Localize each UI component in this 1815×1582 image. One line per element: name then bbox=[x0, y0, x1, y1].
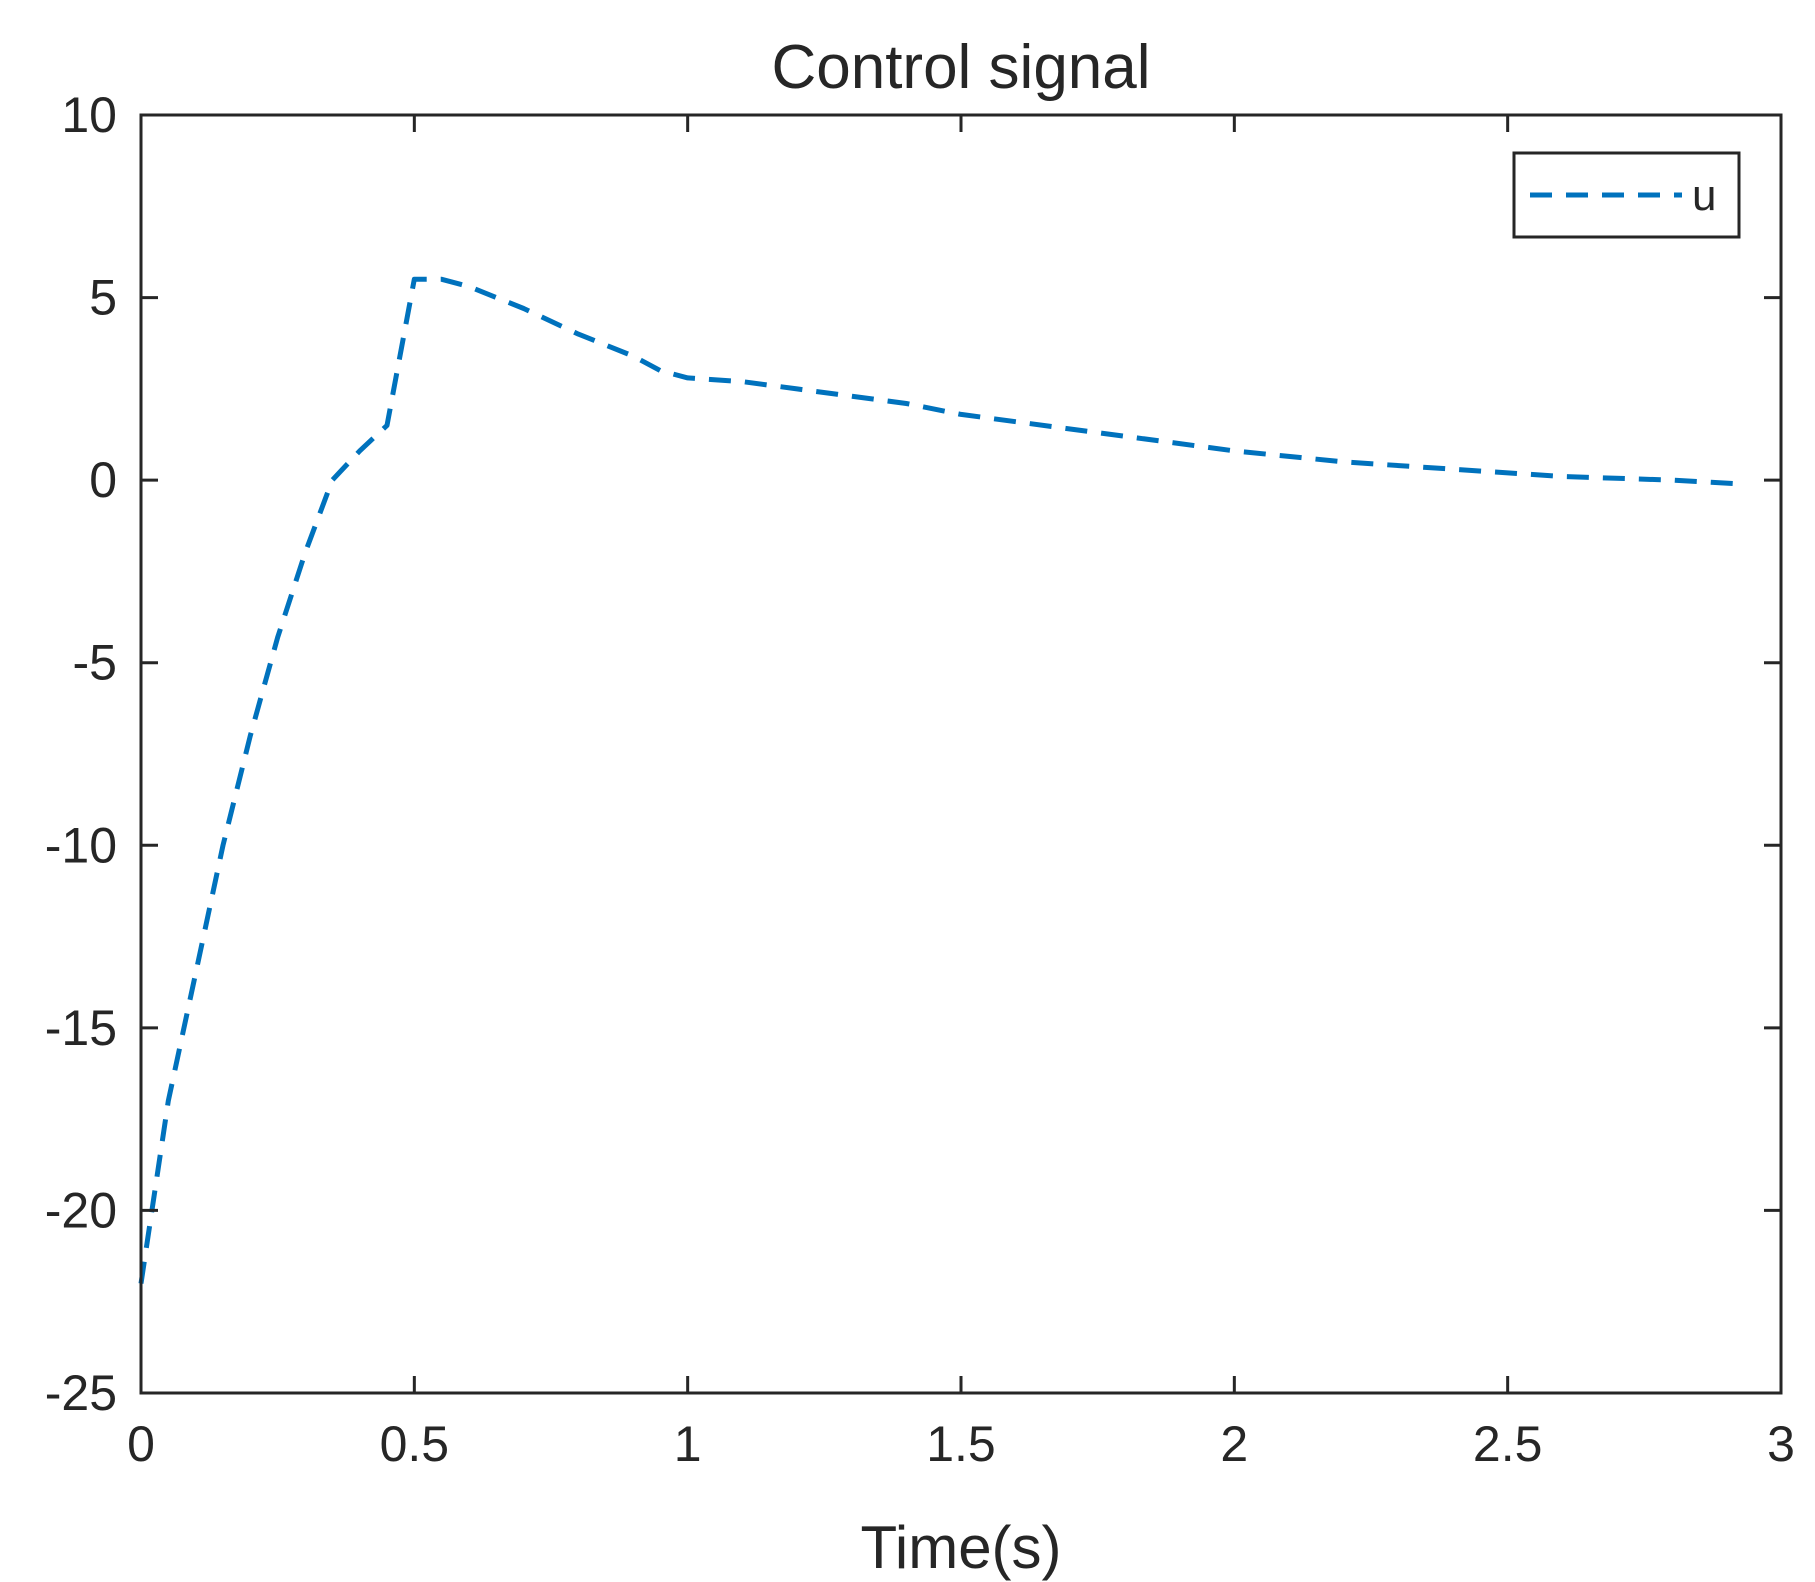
legend: u bbox=[1512, 151, 1741, 239]
x-tick-label: 1 bbox=[674, 1416, 702, 1472]
y-tick-label: -15 bbox=[45, 1000, 117, 1056]
x-tick-label: 1.5 bbox=[926, 1416, 996, 1472]
y-tick-label: 0 bbox=[89, 452, 117, 508]
legend-box bbox=[1512, 151, 1741, 239]
y-tick-label: 10 bbox=[61, 87, 117, 143]
y-tick-label: -25 bbox=[45, 1365, 117, 1421]
plot-area bbox=[141, 115, 1781, 1393]
x-tick-label: 0 bbox=[127, 1416, 155, 1472]
x-axis-label: Time(s) bbox=[860, 1514, 1061, 1581]
series-layer bbox=[138, 276, 1738, 1284]
y-tick-label: -10 bbox=[45, 817, 117, 873]
y-tick-label: -5 bbox=[73, 635, 117, 691]
x-tick-label: 2 bbox=[1220, 1416, 1248, 1472]
x-tick-label: 3 bbox=[1767, 1416, 1795, 1472]
y-tick-label: 5 bbox=[89, 270, 117, 326]
legend-label-u: u bbox=[1692, 171, 1716, 220]
axes-layer: 0 0.5 1 1.5 2 2.5 3 -25 -20 -15 -10 -5 0 5 10 bbox=[45, 87, 1795, 1472]
y-tick-label: -20 bbox=[45, 1182, 117, 1238]
x-tick-label: 2.5 bbox=[1473, 1416, 1543, 1472]
chart-title: Control signal bbox=[771, 33, 1150, 102]
x-tick-label: 0.5 bbox=[380, 1416, 450, 1472]
series-line-u bbox=[138, 276, 1738, 1284]
